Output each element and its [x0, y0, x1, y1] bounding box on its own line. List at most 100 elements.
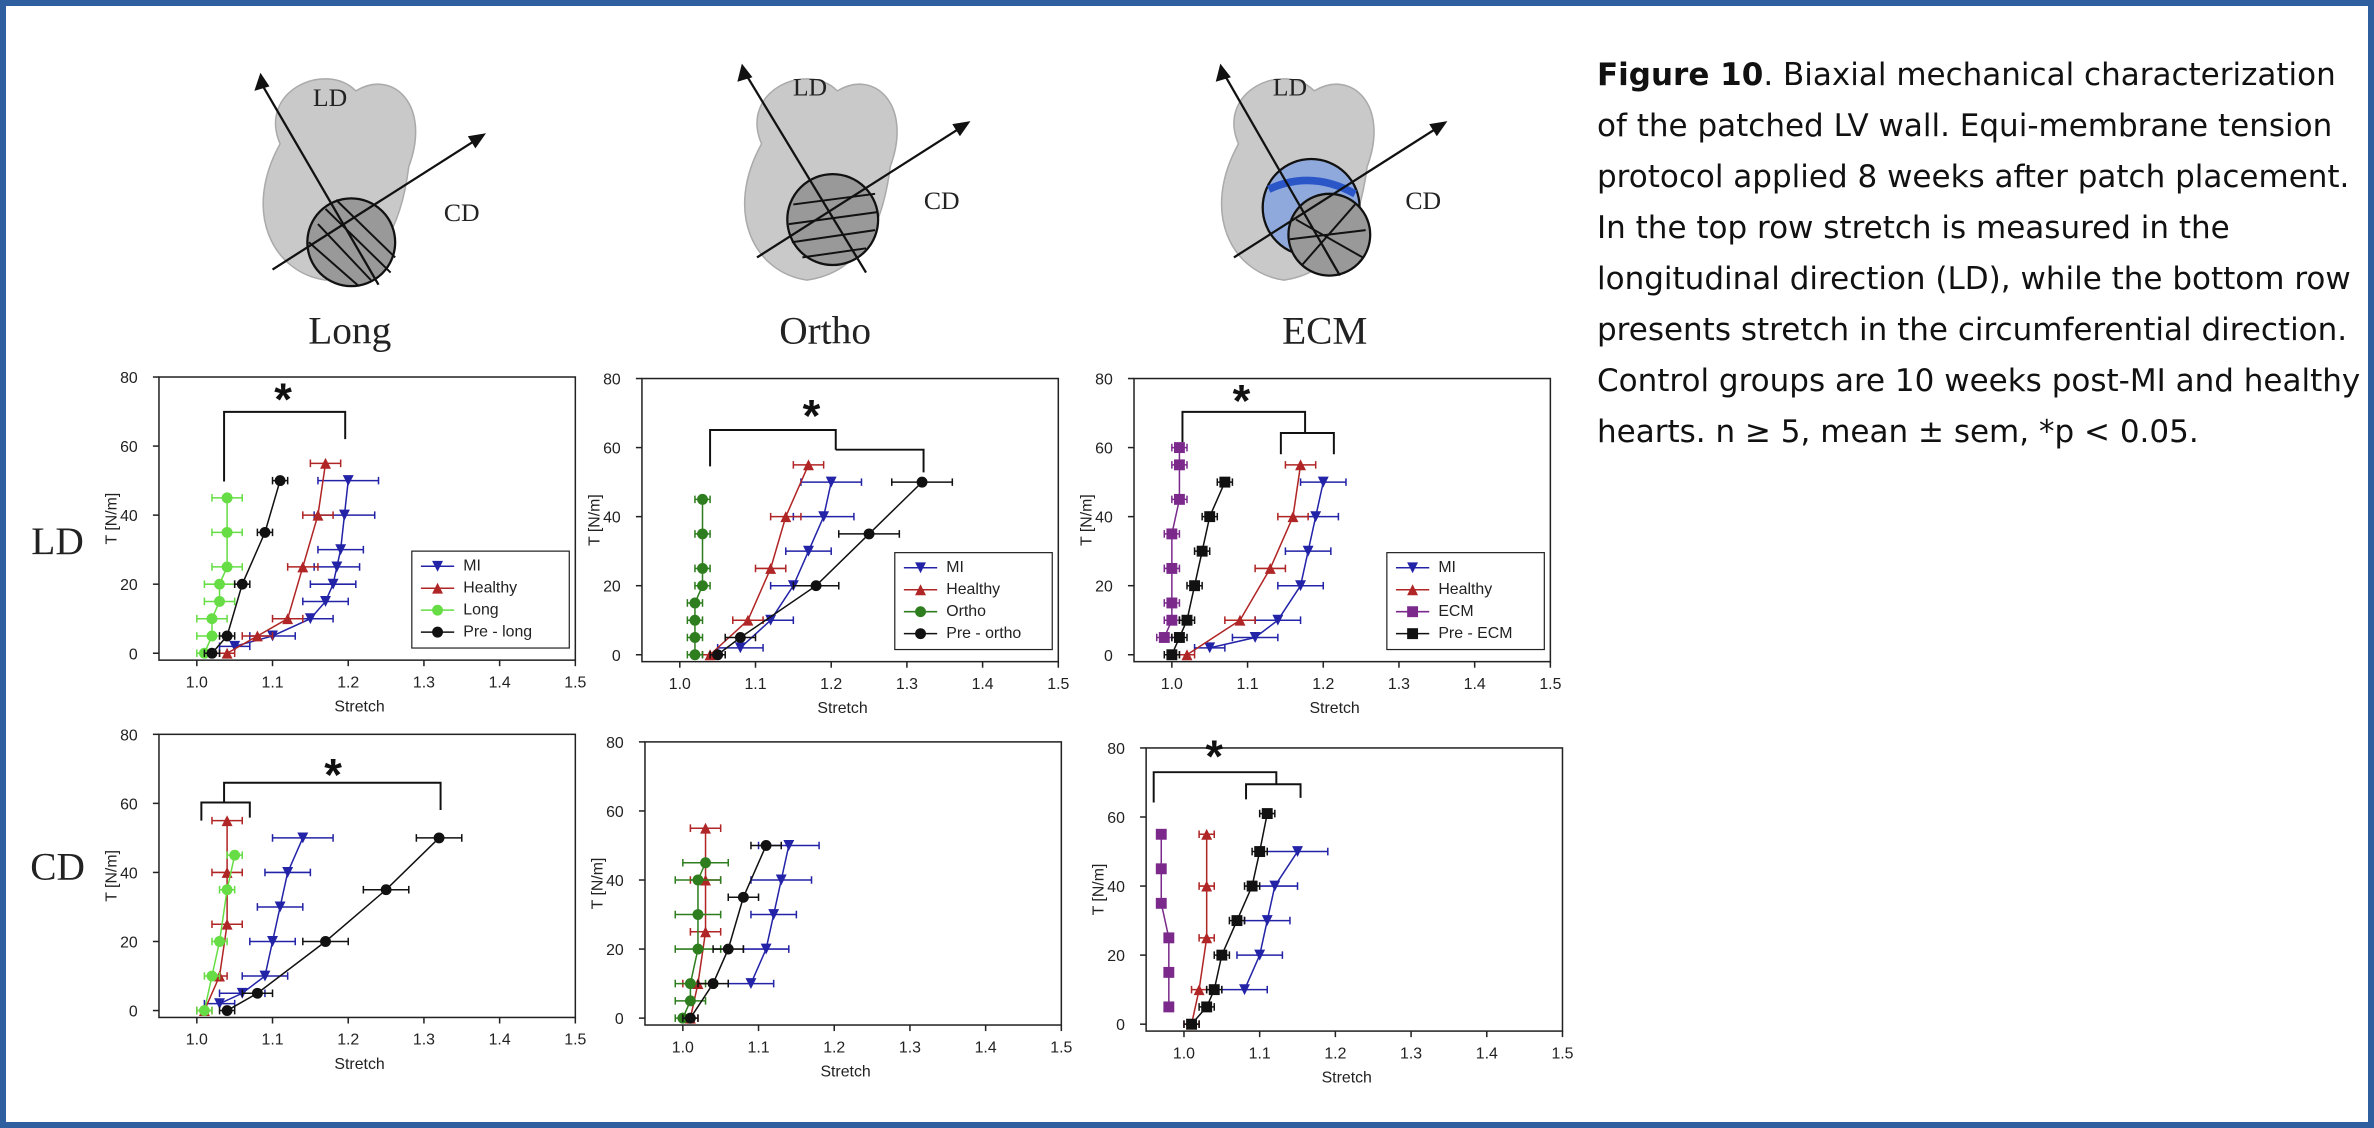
point [811, 580, 822, 591]
significance-star: * [1233, 375, 1251, 426]
x-tick-label: 1.2 [1324, 1045, 1346, 1062]
x-tick-label: 1.5 [564, 1032, 586, 1049]
point [1174, 459, 1185, 470]
point [1186, 1019, 1197, 1030]
heart-diagram [254, 73, 486, 286]
x-tick-label: 1.1 [261, 674, 283, 691]
y-tick-label: 80 [606, 735, 624, 752]
y-tick-label: 80 [1095, 372, 1113, 389]
x-axis-label: Stretch [817, 700, 867, 717]
point [917, 477, 928, 488]
point [723, 944, 734, 955]
y-axis-label: T [N/m] [1091, 864, 1108, 916]
legend-marker [1407, 628, 1418, 639]
x-tick-label: 1.1 [1249, 1045, 1271, 1062]
x-axis-label: Stretch [820, 1063, 870, 1080]
y-tick-label: 40 [120, 865, 138, 882]
y-tick-label: 80 [120, 727, 138, 744]
y-tick-label: 0 [129, 1004, 138, 1021]
x-tick-label: 1.0 [1173, 1045, 1195, 1062]
diagram-label: LD [1273, 72, 1307, 101]
caption-label: Figure 10 [1597, 57, 1763, 93]
point [708, 978, 719, 989]
point [1174, 632, 1185, 643]
point [252, 988, 263, 999]
point [214, 936, 225, 947]
legend-label: MI [1438, 559, 1456, 576]
x-tick-label: 1.5 [1047, 676, 1069, 693]
point [214, 579, 225, 590]
point [735, 632, 746, 643]
significance-star: * [803, 391, 821, 442]
x-axis-label: Stretch [334, 1056, 384, 1073]
significance-star: * [274, 374, 292, 425]
point [214, 596, 225, 607]
point [1182, 615, 1193, 626]
x-axis-label: Stretch [334, 699, 384, 716]
y-tick-label: 0 [615, 1011, 624, 1028]
point [237, 579, 248, 590]
x-tick-label: 1.2 [823, 1039, 845, 1056]
legend-marker [432, 605, 443, 616]
point [275, 475, 286, 486]
point [1247, 881, 1258, 892]
point [222, 884, 233, 895]
y-tick-label: 80 [1107, 741, 1125, 758]
point [693, 875, 704, 886]
x-tick-label: 1.3 [899, 1039, 921, 1056]
y-tick-label: 20 [120, 577, 138, 594]
point [222, 1005, 233, 1016]
point [689, 649, 700, 660]
point [1166, 528, 1177, 539]
point [1232, 915, 1243, 926]
point [1209, 984, 1220, 995]
y-axis-label: T [N/m] [590, 858, 607, 910]
point [697, 580, 708, 591]
x-tick-label: 1.3 [1400, 1045, 1422, 1062]
point [207, 631, 218, 642]
x-tick-label: 1.2 [1312, 676, 1334, 693]
x-tick-label: 1.5 [564, 674, 586, 691]
diagram-label: LD [793, 72, 827, 101]
point [381, 884, 392, 895]
significance-star: * [1205, 731, 1223, 782]
point [689, 598, 700, 609]
point [320, 936, 331, 947]
caption-text: . Biaxial mechanical characterization of… [1597, 57, 2360, 450]
x-tick-label: 1.2 [337, 1032, 359, 1049]
legend-label: Pre - ECM [1438, 625, 1512, 642]
point [222, 631, 233, 642]
y-tick-label: 0 [1116, 1017, 1125, 1034]
y-tick-label: 40 [1095, 510, 1113, 527]
y-axis-label: T [N/m] [1079, 494, 1096, 546]
y-tick-label: 60 [1095, 441, 1113, 458]
x-tick-label: 1.3 [413, 1032, 435, 1049]
x-tick-label: 1.5 [1539, 676, 1561, 693]
point [1166, 598, 1177, 609]
point [1163, 932, 1174, 943]
point [689, 632, 700, 643]
point [1156, 829, 1167, 840]
point [1189, 580, 1200, 591]
point [222, 561, 233, 572]
x-tick-label: 1.4 [975, 1039, 997, 1056]
point [1156, 898, 1167, 909]
y-tick-label: 80 [603, 372, 621, 389]
point [1197, 546, 1208, 557]
point [693, 909, 704, 920]
y-tick-label: 40 [606, 873, 624, 890]
point [222, 527, 233, 538]
point [685, 995, 696, 1006]
y-tick-label: 20 [1107, 948, 1125, 965]
point [697, 528, 708, 539]
point [693, 944, 704, 955]
x-tick-label: 1.3 [1388, 676, 1410, 693]
figure-page: LD CD LD CD LD CD Long Ortho ECM LD CD 0… [0, 0, 2374, 1128]
point [1254, 846, 1265, 857]
point [1262, 808, 1273, 819]
x-tick-label: 1.4 [1476, 1045, 1498, 1062]
point [1166, 563, 1177, 574]
legend-label: Healthy [463, 579, 517, 596]
column-title: ECM [1282, 309, 1367, 353]
x-axis-label: Stretch [1309, 700, 1359, 717]
